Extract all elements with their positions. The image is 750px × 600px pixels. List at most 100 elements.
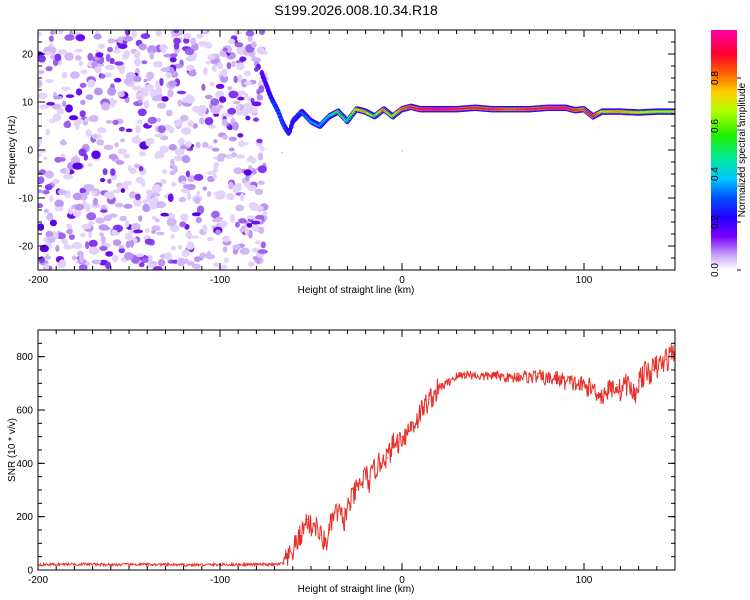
- snr-point: [416, 420, 418, 422]
- noise-blob: [138, 215, 143, 222]
- noise-blob: [109, 57, 115, 65]
- noise-blob: [95, 52, 104, 58]
- noise-blob: [131, 136, 142, 144]
- x-tick-label: 0: [399, 575, 405, 586]
- noise-blob: [45, 66, 53, 72]
- noise-blob: [79, 82, 87, 88]
- y-tick-label: 800: [16, 352, 33, 363]
- noise-blob: [112, 189, 121, 194]
- noise-blob: [178, 244, 183, 250]
- y-tick-label: 200: [16, 512, 33, 523]
- snr-point: [547, 378, 549, 380]
- noise-blob: [123, 78, 133, 85]
- noise-blob: [232, 244, 241, 251]
- noise-blob: [173, 155, 184, 162]
- noise-blob: [234, 42, 244, 48]
- noise-blob: [177, 137, 185, 146]
- noise-blob: [159, 78, 164, 86]
- x-tick-label: 100: [576, 275, 593, 286]
- noise-blob: [57, 189, 67, 195]
- snr-point: [665, 358, 667, 360]
- noise-blob: [124, 220, 130, 228]
- noise-blob: [105, 261, 111, 270]
- y-tick-label: 10: [22, 98, 34, 109]
- noise-blob: [260, 241, 266, 249]
- noise-blob: [214, 195, 225, 200]
- ridge-speck: [264, 148, 267, 150]
- noise-blob: [72, 192, 83, 201]
- noise-blob: [167, 193, 174, 202]
- noise-blob: [111, 229, 118, 236]
- noise-blob: [171, 181, 177, 187]
- noise-blob: [68, 207, 74, 215]
- ridge-cell: [289, 125, 294, 128]
- snr-point: [405, 433, 407, 435]
- noise-blob: [228, 90, 239, 99]
- noise-blob: [52, 113, 62, 122]
- snr-point: [652, 369, 654, 371]
- noise-blob: [159, 145, 169, 154]
- noise-blob: [151, 225, 161, 232]
- noise-blob: [54, 199, 64, 208]
- noise-blob: [213, 191, 221, 197]
- noise-blob: [79, 187, 87, 194]
- noise-blob: [38, 223, 45, 231]
- x-tick-label: -100: [210, 575, 230, 586]
- noise-blob: [164, 252, 173, 261]
- noise-blob: [64, 34, 75, 41]
- noise-blob: [142, 199, 148, 204]
- noise-blob: [145, 194, 151, 202]
- colorbar-tick-label: 0.6: [710, 119, 721, 133]
- noise-blob: [93, 33, 102, 40]
- noise-blob: [253, 117, 259, 122]
- noise-blob: [206, 191, 212, 197]
- noise-blob: [102, 168, 108, 176]
- noise-blob: [62, 173, 73, 180]
- snr-point: [328, 532, 330, 534]
- noise-blob: [91, 190, 97, 196]
- noise-blob: [185, 170, 190, 178]
- noise-blob: [247, 36, 253, 42]
- noise-blob: [65, 104, 73, 113]
- noise-blob: [232, 100, 241, 105]
- noise-blob: [246, 184, 257, 192]
- snr-point: [556, 377, 558, 379]
- noise-blob: [38, 148, 47, 153]
- noise-blob: [196, 205, 205, 215]
- noise-blob: [144, 238, 154, 245]
- noise-blob: [243, 70, 251, 77]
- noise-blob: [206, 250, 211, 257]
- noise-blob: [88, 115, 99, 122]
- noise-blob: [208, 124, 216, 129]
- noise-blob: [201, 141, 209, 148]
- noise-blob: [146, 45, 157, 54]
- noise-blob: [169, 56, 177, 63]
- snr-point: [374, 468, 376, 470]
- noise-blob: [71, 255, 77, 261]
- noise-blob: [100, 73, 106, 79]
- noise-blob: [153, 61, 163, 68]
- noise-blob: [191, 212, 201, 217]
- noise-blob: [88, 246, 100, 255]
- snr-y-label: SNR (10 * v/v): [7, 418, 18, 482]
- noise-blob: [185, 231, 193, 238]
- noise-blob: [57, 30, 64, 35]
- noise-blob: [75, 88, 83, 96]
- noise-blob: [145, 138, 152, 147]
- noise-blob: [143, 78, 148, 83]
- noise-blob: [228, 38, 236, 45]
- noise-blob: [94, 66, 102, 74]
- noise-blob: [96, 139, 105, 146]
- noise-blob: [140, 33, 151, 39]
- noise-blob: [125, 128, 133, 133]
- noise-blob: [39, 244, 49, 253]
- noise-blob: [138, 261, 145, 268]
- noise-blob: [255, 215, 265, 220]
- noise-blob: [239, 141, 249, 146]
- noise-blob: [156, 117, 161, 123]
- noise-blob: [129, 167, 137, 174]
- noise-blob: [105, 53, 111, 62]
- noise-blob: [211, 64, 217, 73]
- snr-point: [437, 388, 439, 390]
- noise-blob: [227, 107, 237, 115]
